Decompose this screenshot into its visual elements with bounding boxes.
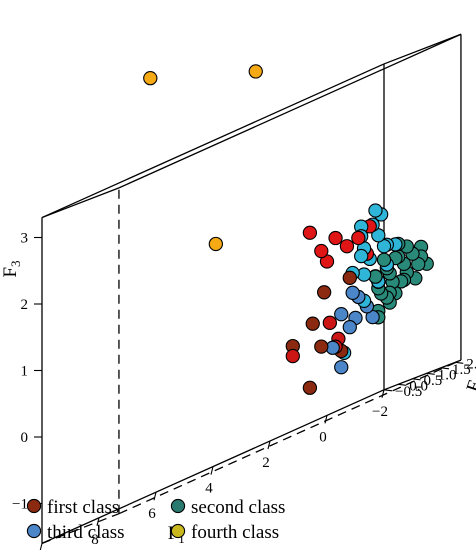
x-tick-mark <box>381 389 385 398</box>
data-point <box>342 270 357 285</box>
x-tick-mark <box>210 466 214 475</box>
data-point <box>342 320 357 335</box>
box-edge <box>383 33 462 65</box>
data-point <box>368 203 383 218</box>
x-tick-mark <box>39 543 43 552</box>
data-point <box>285 348 300 364</box>
data-point <box>316 285 332 300</box>
x-tick-label: 8 <box>91 532 99 548</box>
z-tick-label: −1 <box>12 497 28 513</box>
x-tick-label: 4 <box>205 481 213 497</box>
x-tick-label: −2 <box>372 404 388 420</box>
data-point <box>248 64 263 79</box>
legend-label: third class <box>47 522 125 543</box>
x-tick-label: 0 <box>319 429 327 445</box>
data-point <box>322 315 337 330</box>
legend-marker <box>26 498 42 514</box>
legend-label: second class <box>191 497 285 518</box>
legend-marker <box>26 523 42 539</box>
x-tick-label: 6 <box>148 506 156 522</box>
data-point <box>376 252 392 268</box>
data-point <box>339 239 355 254</box>
z-tick-label: 1 <box>21 364 29 380</box>
data-point <box>305 316 320 331</box>
z-tick-label: 3 <box>21 231 29 247</box>
data-point <box>302 380 318 395</box>
data-point <box>354 248 369 264</box>
y-tick-label: 0.0 <box>409 378 428 394</box>
data-point <box>376 239 392 254</box>
x-tick-label: 2 <box>262 455 270 471</box>
hidden-box-edge <box>118 359 462 515</box>
y-tick-mark <box>440 367 450 370</box>
data-point <box>351 230 366 246</box>
data-point <box>314 339 329 354</box>
data-point <box>314 243 329 259</box>
box-edge <box>41 187 120 219</box>
z-axis-label: F3 <box>0 260 23 277</box>
y-tick-label: −0.5 <box>395 384 422 400</box>
legend-label: fourth class <box>191 522 279 543</box>
legend-marker <box>170 498 186 514</box>
y-tick-label: 2.0 <box>466 356 476 372</box>
data-point <box>334 360 349 375</box>
z-tick-label: 2 <box>21 297 29 313</box>
box-edge <box>383 359 462 391</box>
scatter-points <box>143 64 434 395</box>
y-tick-label: 1.0 <box>438 367 457 383</box>
x-tick-mark <box>324 415 328 424</box>
box-edge <box>41 63 385 219</box>
x-tick-mark <box>153 492 157 501</box>
box-edge <box>118 33 462 189</box>
legend-label: first class <box>47 497 119 518</box>
legend-marker <box>170 523 186 539</box>
x-tick-mark <box>96 517 100 526</box>
data-point <box>328 230 343 246</box>
y-tick-mark <box>412 378 421 381</box>
y-tick-label: 0.5 <box>424 373 443 389</box>
y-tick-mark <box>426 372 435 375</box>
legend: first class second class third class fourth… <box>26 497 285 543</box>
data-point <box>302 225 318 240</box>
z-tick-label: 0 <box>21 430 29 446</box>
y-tick-mark <box>383 389 393 392</box>
data-point <box>143 71 158 86</box>
y-tick-label: 1.5 <box>452 362 471 378</box>
data-point <box>334 307 349 322</box>
hidden-box-edge <box>41 513 120 545</box>
y-tick-mark <box>398 383 407 386</box>
x-tick-mark <box>267 440 271 450</box>
y-tick-mark <box>455 361 464 364</box>
data-point <box>345 285 360 300</box>
data-point <box>208 236 223 252</box>
